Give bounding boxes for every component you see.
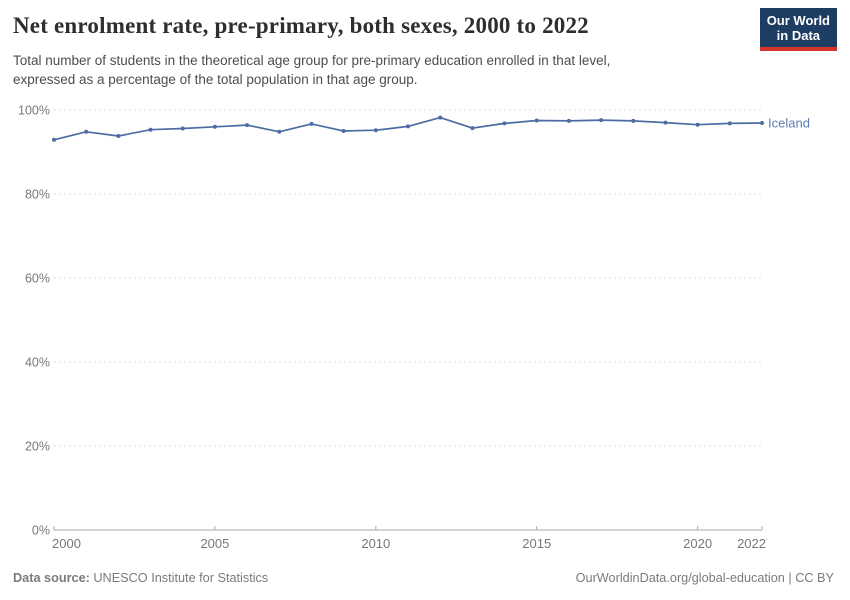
data-source: Data source: UNESCO Institute for Statis… [13, 571, 268, 585]
data-point[interactable] [116, 134, 121, 138]
data-point[interactable] [631, 118, 636, 123]
x-tick-label: 2005 [200, 536, 229, 551]
y-gridlines [53, 109, 763, 531]
chart-subtitle: Total number of students in the theoreti… [13, 51, 610, 89]
chart-subtitle-line2: expressed as a percentage of the total p… [13, 72, 418, 87]
data-point[interactable] [373, 128, 378, 133]
data-point[interactable] [180, 126, 185, 131]
data-line[interactable] [53, 116, 763, 141]
y-tick-label: 60% [25, 272, 50, 286]
data-point[interactable] [695, 122, 700, 127]
data-point[interactable] [566, 118, 571, 123]
y-tick-labels: 0% 20% 40% 60% 80% 100% [18, 104, 50, 538]
chart-title: Net enrolment rate, pre-primary, both se… [13, 13, 589, 38]
owid-logo-line1: Our World [766, 13, 830, 28]
x-tick-label: 2020 [683, 536, 712, 551]
y-tick-label: 20% [25, 440, 50, 454]
x-tick-label: 2000 [52, 536, 81, 551]
x-tick-label: 2015 [522, 536, 551, 551]
data-point[interactable] [277, 129, 282, 134]
data-point[interactable] [212, 124, 217, 129]
data-point[interactable] [245, 123, 250, 128]
y-tick-label: 0% [32, 524, 50, 538]
data-point[interactable] [438, 115, 443, 120]
entity-label[interactable]: Iceland [768, 116, 810, 131]
x-tick-label: 2022 [737, 536, 766, 551]
x-tick-label: 2010 [361, 536, 390, 551]
data-point[interactable] [52, 137, 56, 142]
y-tick-label: 80% [25, 188, 50, 202]
y-tick-label: 40% [25, 356, 50, 370]
data-point[interactable] [534, 118, 539, 123]
data-point[interactable] [406, 124, 410, 129]
data-source-value[interactable]: UNESCO Institute for Statistics [93, 571, 269, 585]
data-point[interactable] [309, 121, 314, 126]
data-point[interactable] [470, 126, 475, 131]
data-point[interactable] [727, 121, 732, 126]
data-point[interactable] [341, 129, 346, 133]
data-point[interactable] [84, 129, 89, 134]
data-point[interactable] [760, 121, 764, 125]
x-tick-labels: 2000 2005 2010 2015 2020 2022 [52, 536, 766, 551]
data-series-iceland[interactable]: Iceland [52, 116, 810, 142]
chart-subtitle-line1: Total number of students in the theoreti… [13, 53, 611, 68]
data-point[interactable] [148, 127, 153, 132]
data-point[interactable] [502, 121, 507, 126]
data-source-label: Data source: [13, 571, 90, 585]
chart-footer: Data source: UNESCO Institute for Statis… [13, 568, 834, 588]
y-tick-label: 100% [18, 104, 50, 118]
owid-logo[interactable]: Our World in Data [759, 8, 837, 51]
owid-logo-line2: in Data [776, 28, 821, 43]
data-point[interactable] [599, 118, 604, 123]
owid-url-license[interactable]: OurWorldinData.org/global-education | CC… [575, 571, 834, 585]
data-point[interactable] [663, 120, 668, 125]
